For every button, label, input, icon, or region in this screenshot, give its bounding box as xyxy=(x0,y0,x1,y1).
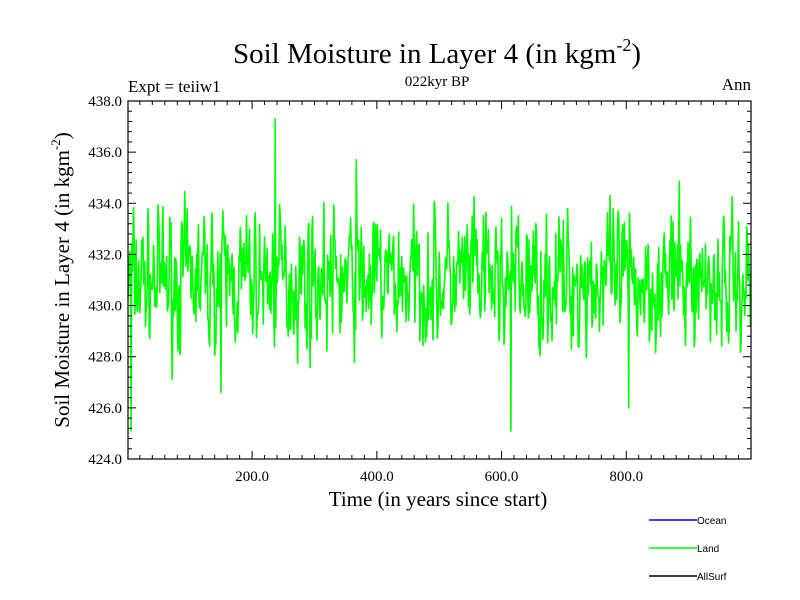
x-axis-label: Time (in years since start) xyxy=(329,487,548,511)
x-tick-label: 800.0 xyxy=(609,469,643,485)
chart-title-superscript: -2 xyxy=(616,35,631,55)
y-tick-label: 436.0 xyxy=(88,145,122,161)
x-tick-label: 200.0 xyxy=(235,469,269,485)
chart-title: Soil Moisture in Layer 4 (in kgm-2) xyxy=(233,35,641,70)
y-tick-label: 424.0 xyxy=(88,452,122,468)
legend-label-allsurf: AllSurf xyxy=(697,572,727,583)
x-tick-label: 600.0 xyxy=(485,469,519,485)
y-axis-label: Soil Moisture in Layer 4 (in kgm-2) xyxy=(48,132,74,427)
season-label: Ann xyxy=(722,75,752,94)
legend: Ocean Land AllSurf xyxy=(649,516,727,583)
series-line-land xyxy=(127,118,752,432)
plot-area xyxy=(127,118,752,432)
y-tick-label: 426.0 xyxy=(88,401,122,417)
legend-label-land: Land xyxy=(697,544,719,555)
chart-subtitle: 022kyr BP xyxy=(405,74,470,90)
y-tick-label: 428.0 xyxy=(88,350,122,366)
legend-label-ocean: Ocean xyxy=(697,516,726,527)
experiment-label: Expt = teiiw1 xyxy=(128,77,221,96)
y-tick-label: 438.0 xyxy=(88,94,122,110)
x-tick-label: 400.0 xyxy=(360,469,394,485)
axes: 200.0 400.0 600.0 800.0 424.0 426.0 428.0 430.0… xyxy=(88,94,752,485)
y-tick-label: 434.0 xyxy=(88,196,122,212)
y-axis-label-superscript: -2 xyxy=(48,139,63,150)
y-tick-label: 432.0 xyxy=(88,247,122,263)
y-tick-label: 430.0 xyxy=(88,299,122,315)
